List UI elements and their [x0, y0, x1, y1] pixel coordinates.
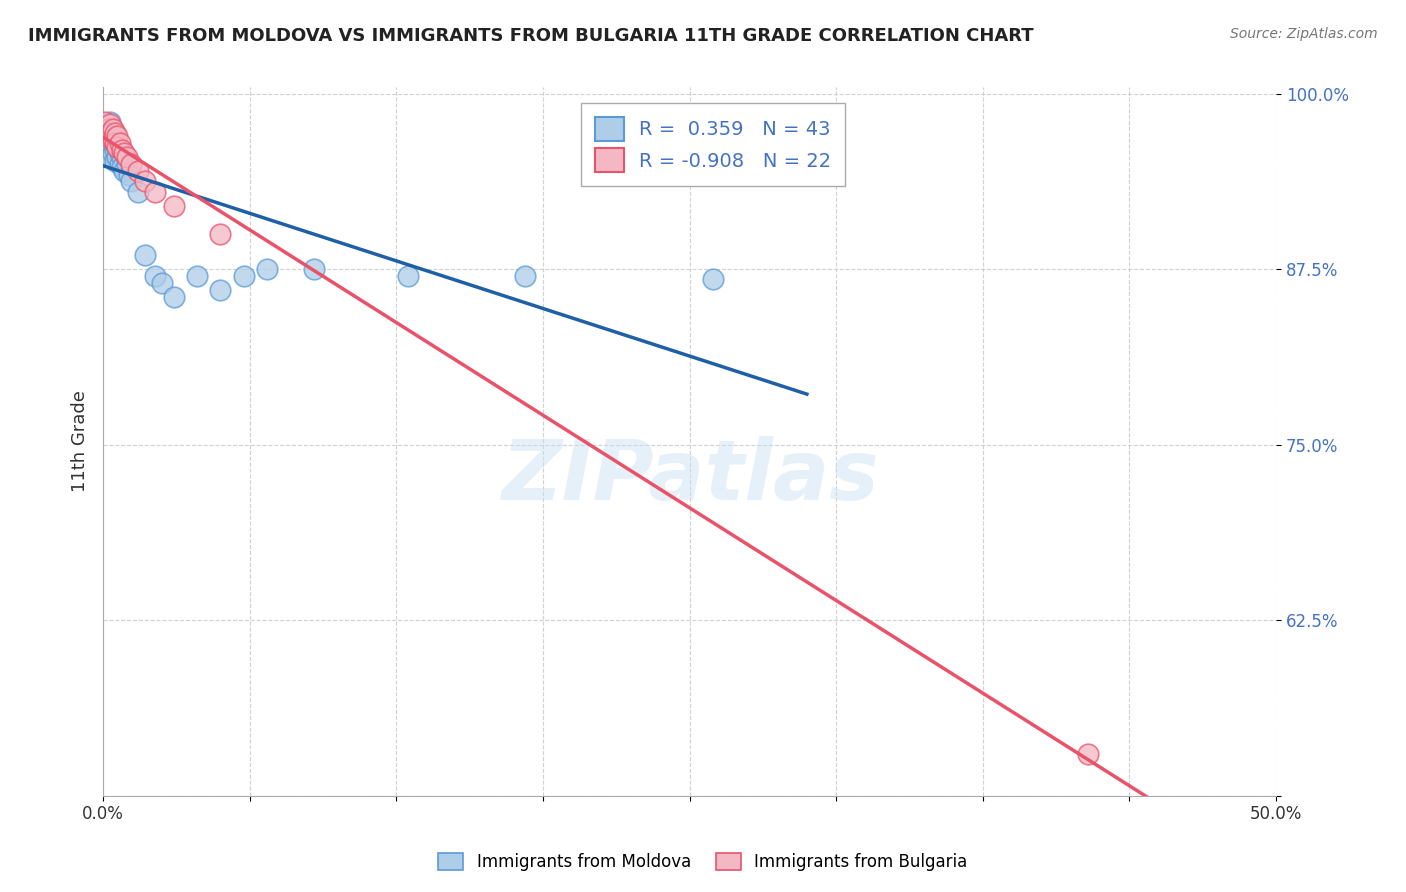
Point: [97, 145, 120, 160]
Point: [118, 168, 141, 182]
Y-axis label: 11th Grade: 11th Grade: [72, 390, 89, 492]
Point: [120, 174, 142, 188]
Point: [97, 126, 120, 140]
Point: [232, 269, 254, 284]
Point: [97, 128, 120, 143]
Point: [98, 121, 121, 136]
Point: [104, 131, 127, 145]
Point: [209, 283, 232, 297]
Point: [105, 128, 128, 143]
Point: [108, 145, 131, 160]
Point: [304, 262, 326, 277]
Point: [105, 140, 128, 154]
Text: ZIPatlas: ZIPatlas: [501, 436, 879, 517]
Point: [101, 126, 124, 140]
Point: [97, 131, 120, 145]
Point: [1077, 747, 1099, 761]
Point: [162, 199, 184, 213]
Point: [115, 157, 138, 171]
Point: [94, 136, 117, 150]
Point: [97, 138, 120, 153]
Point: [98, 143, 121, 157]
Point: [105, 140, 128, 154]
Point: [209, 227, 232, 241]
Point: [94, 114, 117, 128]
Point: [94, 128, 117, 143]
Point: [143, 269, 166, 284]
Point: [98, 150, 121, 164]
Point: [104, 136, 127, 150]
Text: IMMIGRANTS FROM MOLDOVA VS IMMIGRANTS FROM BULGARIA 11TH GRADE CORRELATION CHART: IMMIGRANTS FROM MOLDOVA VS IMMIGRANTS FR…: [28, 27, 1033, 45]
Point: [111, 143, 134, 157]
Point: [186, 269, 208, 284]
Point: [108, 136, 131, 150]
Legend: R =  0.359   N = 43, R = -0.908   N = 22: R = 0.359 N = 43, R = -0.908 N = 22: [581, 103, 845, 186]
Point: [98, 114, 121, 128]
Point: [98, 126, 121, 140]
Point: [150, 276, 173, 290]
Point: [97, 121, 120, 136]
Point: [515, 269, 537, 284]
Point: [115, 150, 138, 164]
Point: [104, 153, 127, 168]
Point: [101, 145, 124, 160]
Legend: Immigrants from Moldova, Immigrants from Bulgaria: Immigrants from Moldova, Immigrants from…: [430, 845, 976, 880]
Point: [108, 157, 131, 171]
Point: [112, 164, 135, 178]
Text: Source: ZipAtlas.com: Source: ZipAtlas.com: [1230, 27, 1378, 41]
Point: [101, 121, 124, 136]
Point: [94, 143, 117, 157]
Point: [98, 128, 121, 143]
Point: [98, 136, 121, 150]
Point: [127, 164, 149, 178]
Point: [134, 174, 156, 188]
Point: [112, 145, 135, 160]
Point: [396, 269, 419, 284]
Point: [120, 157, 142, 171]
Point: [134, 248, 156, 262]
Point: [101, 131, 124, 145]
Point: [111, 160, 134, 174]
Point: [101, 136, 124, 150]
Point: [162, 290, 184, 304]
Point: [143, 185, 166, 199]
Point: [97, 121, 120, 136]
Point: [98, 118, 121, 132]
Point: [104, 126, 127, 140]
Point: [105, 150, 128, 164]
Point: [127, 185, 149, 199]
Point: [702, 272, 724, 286]
Point: [256, 262, 278, 277]
Point: [111, 150, 134, 164]
Point: [104, 143, 127, 157]
